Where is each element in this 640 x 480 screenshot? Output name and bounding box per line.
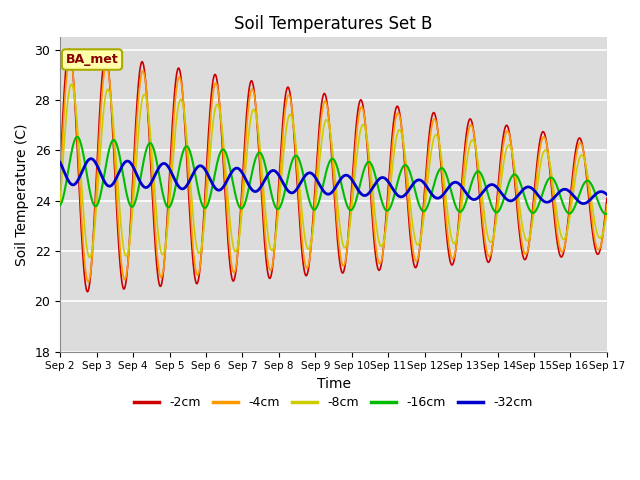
Y-axis label: Soil Temperature (C): Soil Temperature (C): [15, 123, 29, 266]
Legend: -2cm, -4cm, -8cm, -16cm, -32cm: -2cm, -4cm, -8cm, -16cm, -32cm: [129, 391, 538, 414]
Title: Soil Temperatures Set B: Soil Temperatures Set B: [234, 15, 433, 33]
X-axis label: Time: Time: [317, 377, 351, 391]
Text: BA_met: BA_met: [66, 53, 118, 66]
